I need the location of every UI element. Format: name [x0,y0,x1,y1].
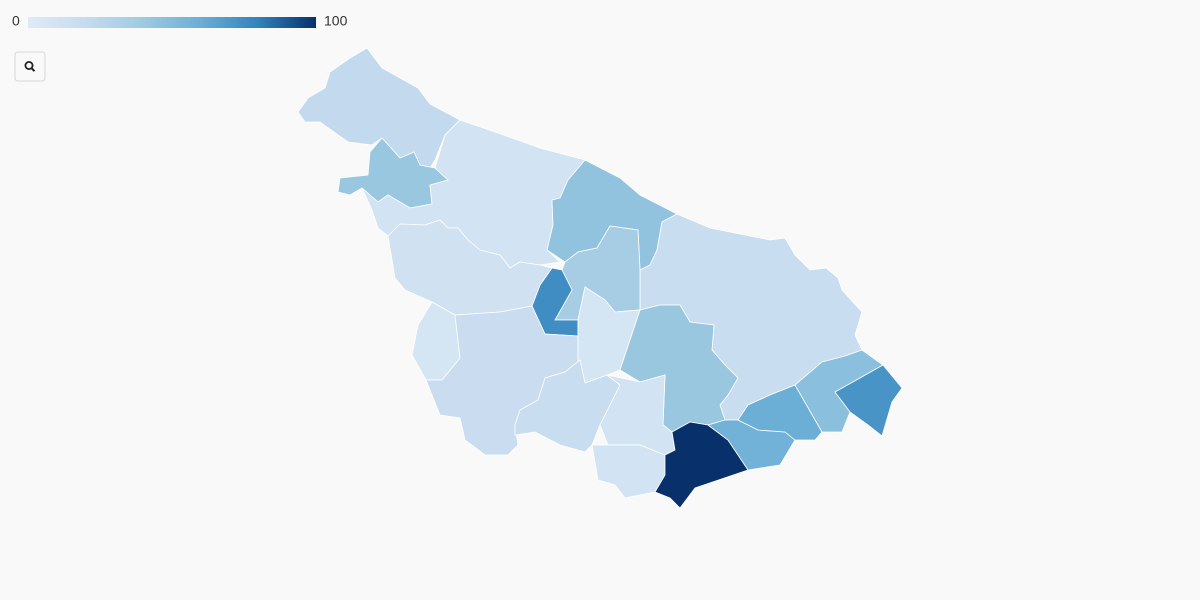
colorbar-tick-label: 100 [324,13,348,29]
colorbar [28,17,316,28]
region [514,359,621,453]
regions [297,47,903,509]
button-frame[interactable] [14,51,46,82]
region [834,364,903,437]
colorbar-tick-label: 0 [12,13,20,29]
search-button[interactable] [14,51,46,82]
region [737,384,823,441]
search-icon[interactable] [30,67,36,72]
search-icon[interactable] [24,61,34,71]
region [591,444,666,499]
region [297,47,461,169]
